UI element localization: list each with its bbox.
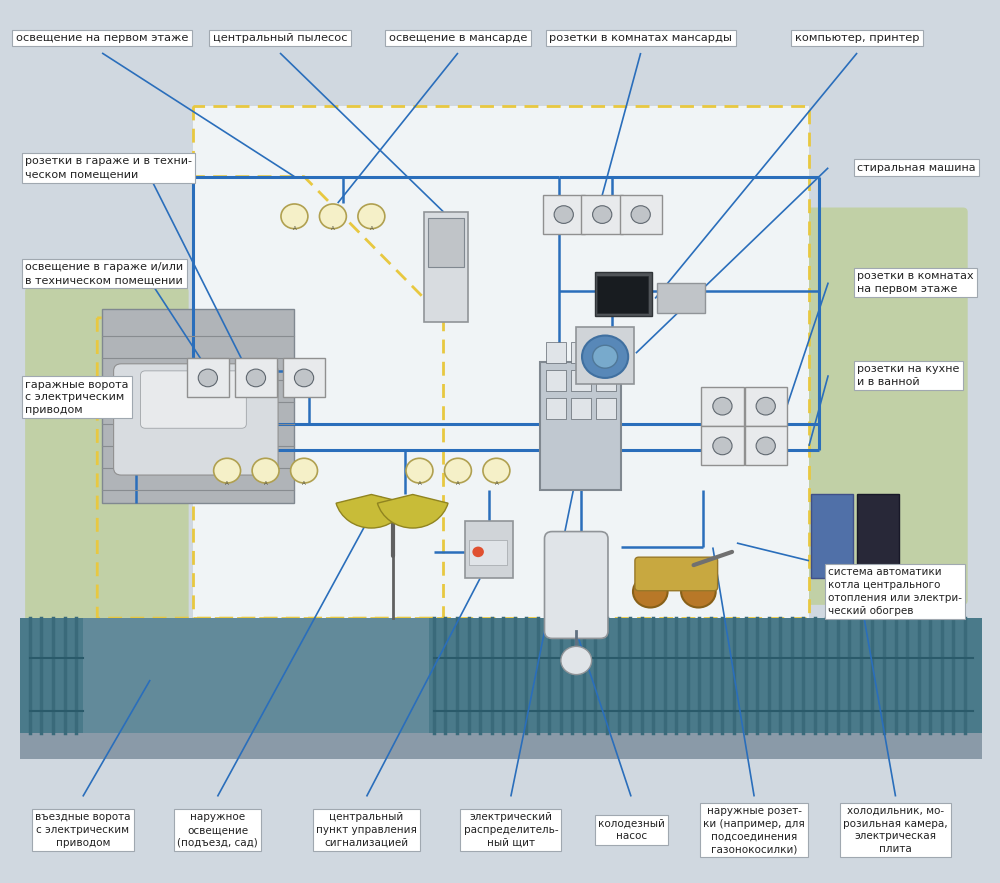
FancyBboxPatch shape bbox=[20, 733, 982, 759]
Text: стиральная машина: стиральная машина bbox=[857, 162, 976, 173]
Circle shape bbox=[681, 576, 716, 608]
Text: наружные розет-
ки (например, для
подсоединения
газонокосилки): наружные розет- ки (например, для подсое… bbox=[703, 806, 805, 854]
Circle shape bbox=[713, 437, 732, 455]
FancyBboxPatch shape bbox=[596, 370, 616, 391]
Circle shape bbox=[358, 204, 385, 229]
Text: компьютер, принтер: компьютер, принтер bbox=[795, 33, 919, 43]
Text: холодильник, мо-
розильная камера,
электрическая
плита: холодильник, мо- розильная камера, элект… bbox=[843, 806, 948, 854]
Text: розетки на кухне
и в ванной: розетки на кухне и в ванной bbox=[857, 364, 959, 387]
FancyBboxPatch shape bbox=[701, 426, 744, 465]
FancyBboxPatch shape bbox=[597, 276, 648, 313]
Circle shape bbox=[406, 458, 433, 483]
FancyBboxPatch shape bbox=[804, 208, 968, 605]
FancyBboxPatch shape bbox=[465, 521, 513, 578]
FancyBboxPatch shape bbox=[543, 195, 585, 234]
FancyBboxPatch shape bbox=[20, 618, 982, 759]
Circle shape bbox=[294, 369, 314, 387]
Text: розетки в комнатах
на первом этаже: розетки в комнатах на первом этаже bbox=[857, 271, 974, 294]
Text: A: A bbox=[418, 480, 421, 486]
Text: розетки в комнатах мансарды: розетки в комнатах мансарды bbox=[549, 33, 732, 43]
Circle shape bbox=[633, 576, 668, 608]
FancyBboxPatch shape bbox=[428, 218, 464, 267]
FancyBboxPatch shape bbox=[545, 532, 608, 638]
Text: гаражные ворота
с электрическим
приводом: гаражные ворота с электрическим приводом bbox=[25, 380, 129, 415]
FancyBboxPatch shape bbox=[857, 494, 899, 578]
FancyBboxPatch shape bbox=[596, 342, 616, 363]
FancyBboxPatch shape bbox=[141, 371, 246, 428]
Text: A: A bbox=[264, 480, 267, 486]
Circle shape bbox=[713, 397, 732, 415]
Text: колодезный
насос: колодезный насос bbox=[598, 819, 665, 841]
Text: освещение в мансарде: освещение в мансарде bbox=[389, 33, 527, 43]
Text: центральный пылесос: центральный пылесос bbox=[213, 33, 347, 43]
Circle shape bbox=[291, 458, 318, 483]
Circle shape bbox=[561, 646, 592, 675]
FancyBboxPatch shape bbox=[657, 283, 705, 313]
FancyBboxPatch shape bbox=[701, 387, 744, 426]
FancyBboxPatch shape bbox=[546, 398, 566, 419]
Circle shape bbox=[319, 204, 346, 229]
Text: электрический
распределитель-
ный щит: электрический распределитель- ный щит bbox=[464, 812, 558, 848]
Circle shape bbox=[198, 369, 217, 387]
Text: освещение в гараже и/или
в техническом помещении: освещение в гараже и/или в техническом п… bbox=[25, 262, 183, 285]
Circle shape bbox=[472, 547, 484, 557]
Text: A: A bbox=[302, 480, 306, 486]
FancyBboxPatch shape bbox=[25, 287, 189, 737]
Text: освещение на первом этаже: освещение на первом этаже bbox=[16, 33, 188, 43]
Circle shape bbox=[483, 458, 510, 483]
FancyBboxPatch shape bbox=[571, 370, 591, 391]
FancyBboxPatch shape bbox=[635, 557, 718, 591]
Text: A: A bbox=[369, 226, 373, 231]
FancyBboxPatch shape bbox=[114, 364, 278, 475]
FancyBboxPatch shape bbox=[193, 106, 809, 618]
Circle shape bbox=[756, 437, 775, 455]
Wedge shape bbox=[377, 494, 448, 528]
FancyBboxPatch shape bbox=[571, 398, 591, 419]
FancyBboxPatch shape bbox=[540, 362, 621, 490]
FancyBboxPatch shape bbox=[620, 195, 662, 234]
Circle shape bbox=[246, 369, 266, 387]
Circle shape bbox=[756, 397, 775, 415]
Circle shape bbox=[593, 345, 618, 368]
Text: система автоматики
котла центрального
отопления или электри-
ческий обогрев: система автоматики котла центрального от… bbox=[828, 568, 962, 615]
FancyBboxPatch shape bbox=[102, 309, 294, 503]
Text: A: A bbox=[456, 480, 460, 486]
Text: розетки в гараже и в техни-
ческом помещении: розетки в гараже и в техни- ческом помещ… bbox=[25, 156, 192, 179]
FancyBboxPatch shape bbox=[745, 387, 787, 426]
FancyBboxPatch shape bbox=[596, 398, 616, 419]
Text: A: A bbox=[495, 480, 498, 486]
FancyBboxPatch shape bbox=[83, 618, 429, 733]
FancyBboxPatch shape bbox=[811, 494, 853, 578]
FancyBboxPatch shape bbox=[187, 358, 229, 397]
Text: въездные ворота
с электрическим
приводом: въездные ворота с электрическим приводом bbox=[35, 812, 131, 848]
FancyBboxPatch shape bbox=[235, 358, 277, 397]
Circle shape bbox=[444, 458, 471, 483]
Circle shape bbox=[554, 206, 573, 223]
FancyBboxPatch shape bbox=[595, 272, 652, 316]
Circle shape bbox=[281, 204, 308, 229]
FancyBboxPatch shape bbox=[283, 358, 325, 397]
Text: A: A bbox=[293, 226, 296, 231]
Text: A: A bbox=[225, 480, 229, 486]
Text: A: A bbox=[331, 226, 335, 231]
Circle shape bbox=[252, 458, 279, 483]
Circle shape bbox=[631, 206, 650, 223]
Text: наружное
освещение
(подъезд, сад): наружное освещение (подъезд, сад) bbox=[177, 812, 258, 848]
FancyBboxPatch shape bbox=[581, 195, 623, 234]
FancyBboxPatch shape bbox=[546, 342, 566, 363]
Circle shape bbox=[214, 458, 241, 483]
Circle shape bbox=[582, 336, 628, 378]
FancyBboxPatch shape bbox=[546, 370, 566, 391]
FancyBboxPatch shape bbox=[469, 540, 507, 565]
FancyBboxPatch shape bbox=[571, 342, 591, 363]
Circle shape bbox=[593, 206, 612, 223]
FancyBboxPatch shape bbox=[424, 212, 468, 322]
FancyBboxPatch shape bbox=[576, 327, 634, 384]
Text: центральный
пункт управления
сигнализацией: центральный пункт управления сигнализаци… bbox=[316, 812, 417, 848]
FancyBboxPatch shape bbox=[745, 426, 787, 465]
Wedge shape bbox=[336, 494, 407, 528]
